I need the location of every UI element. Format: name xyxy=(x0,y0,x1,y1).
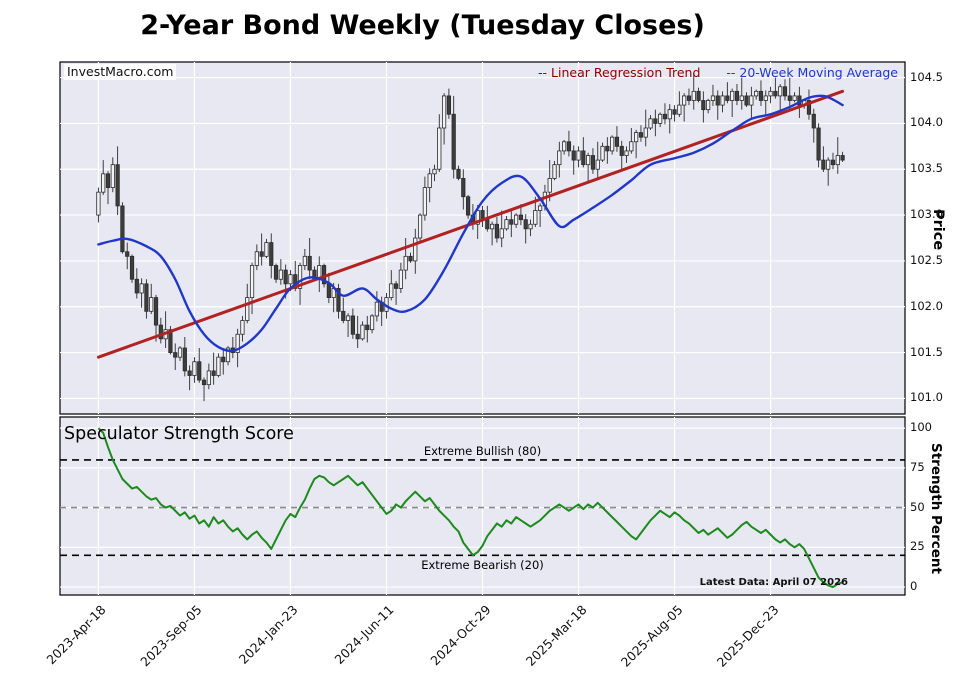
price-y-tick-label: 104.0 xyxy=(910,115,943,130)
strength-y-tick-label: 100 xyxy=(910,420,932,435)
price-y-tick-label: 102.5 xyxy=(910,252,943,267)
extreme-bullish-label: Extreme Bullish (80) xyxy=(423,444,542,458)
strength-y-tick-label: 25 xyxy=(910,539,925,554)
strength-axis-label: Strength Percent xyxy=(928,442,944,574)
latest-data-label: Latest Data: April 07 2026 xyxy=(699,577,848,588)
price-y-tick-label: 102.0 xyxy=(910,298,943,313)
strength-panel-title: Speculator Strength Score xyxy=(64,424,294,444)
legend-moving-average: -- 20-Week Moving Average xyxy=(726,65,898,80)
legend-regression-trend: -- Linear Regression Trend xyxy=(538,65,701,80)
strength-y-tick-label: 75 xyxy=(910,459,925,474)
strength-y-tick-label: 50 xyxy=(910,499,925,514)
extreme-bearish-label: Extreme Bearish (20) xyxy=(421,558,544,572)
price-y-tick-label: 103.0 xyxy=(910,207,943,222)
strength-y-tick-label: 0 xyxy=(910,579,918,594)
price-y-tick-label: 104.5 xyxy=(910,69,943,84)
price-y-tick-label: 103.5 xyxy=(910,161,943,176)
legend: -- Linear Regression Trend -- 20-Week Mo… xyxy=(60,65,898,80)
price-axis-label: Price xyxy=(930,209,946,251)
watermark: InvestMacro.com xyxy=(64,64,177,80)
page-title: 2-Year Bond Weekly (Tuesday Closes) xyxy=(140,10,705,41)
price-y-tick-label: 101.0 xyxy=(910,390,943,405)
price-y-tick-label: 101.5 xyxy=(910,344,943,359)
